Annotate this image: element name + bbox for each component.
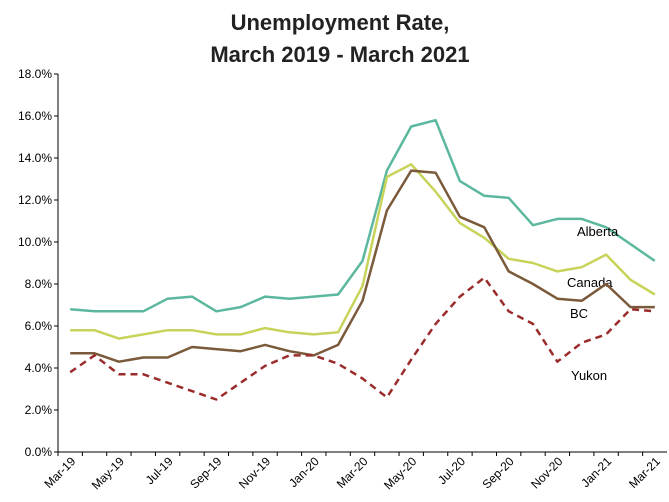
y-tick-label: 18.0% — [18, 67, 52, 81]
y-tick-label: 16.0% — [18, 109, 52, 123]
x-tick-label: May-19 — [89, 454, 127, 492]
x-tick-label: Sep-20 — [480, 454, 517, 491]
series-label: Yukon — [571, 368, 607, 383]
x-tick-label: Mar-20 — [334, 454, 371, 491]
y-tick-label: 6.0% — [25, 319, 53, 333]
series-label: Canada — [567, 275, 613, 290]
y-tick-label: 14.0% — [18, 151, 52, 165]
series-line — [69, 276, 655, 401]
x-tick-label: Jan-21 — [578, 454, 614, 490]
y-tick-label: 12.0% — [18, 193, 52, 207]
series-line — [70, 118, 656, 313]
y-tick-label: 4.0% — [25, 361, 53, 375]
y-tick-label: 0.0% — [25, 445, 53, 459]
series-label: BC — [570, 306, 588, 321]
series-line — [70, 163, 656, 340]
chart-title: Unemployment Rate, — [231, 10, 450, 35]
x-tick-label: Sep-19 — [187, 454, 224, 491]
y-tick-label: 2.0% — [25, 403, 53, 417]
x-tick-label: Jul-20 — [435, 454, 468, 487]
y-tick-label: 8.0% — [25, 277, 53, 291]
x-tick-label: Mar-21 — [626, 454, 663, 491]
x-tick-label: Nov-20 — [528, 454, 565, 491]
y-tick-label: 10.0% — [18, 235, 52, 249]
x-tick-label: Jan-20 — [286, 454, 322, 490]
chart-title: March 2019 - March 2021 — [210, 42, 469, 67]
x-tick-label: May-20 — [381, 454, 419, 492]
x-tick-label: Nov-19 — [236, 454, 273, 491]
series-label: Alberta — [577, 224, 619, 239]
x-tick-label: Mar-19 — [42, 454, 79, 491]
x-tick-label: Jul-19 — [143, 454, 176, 487]
series-line — [70, 169, 655, 363]
